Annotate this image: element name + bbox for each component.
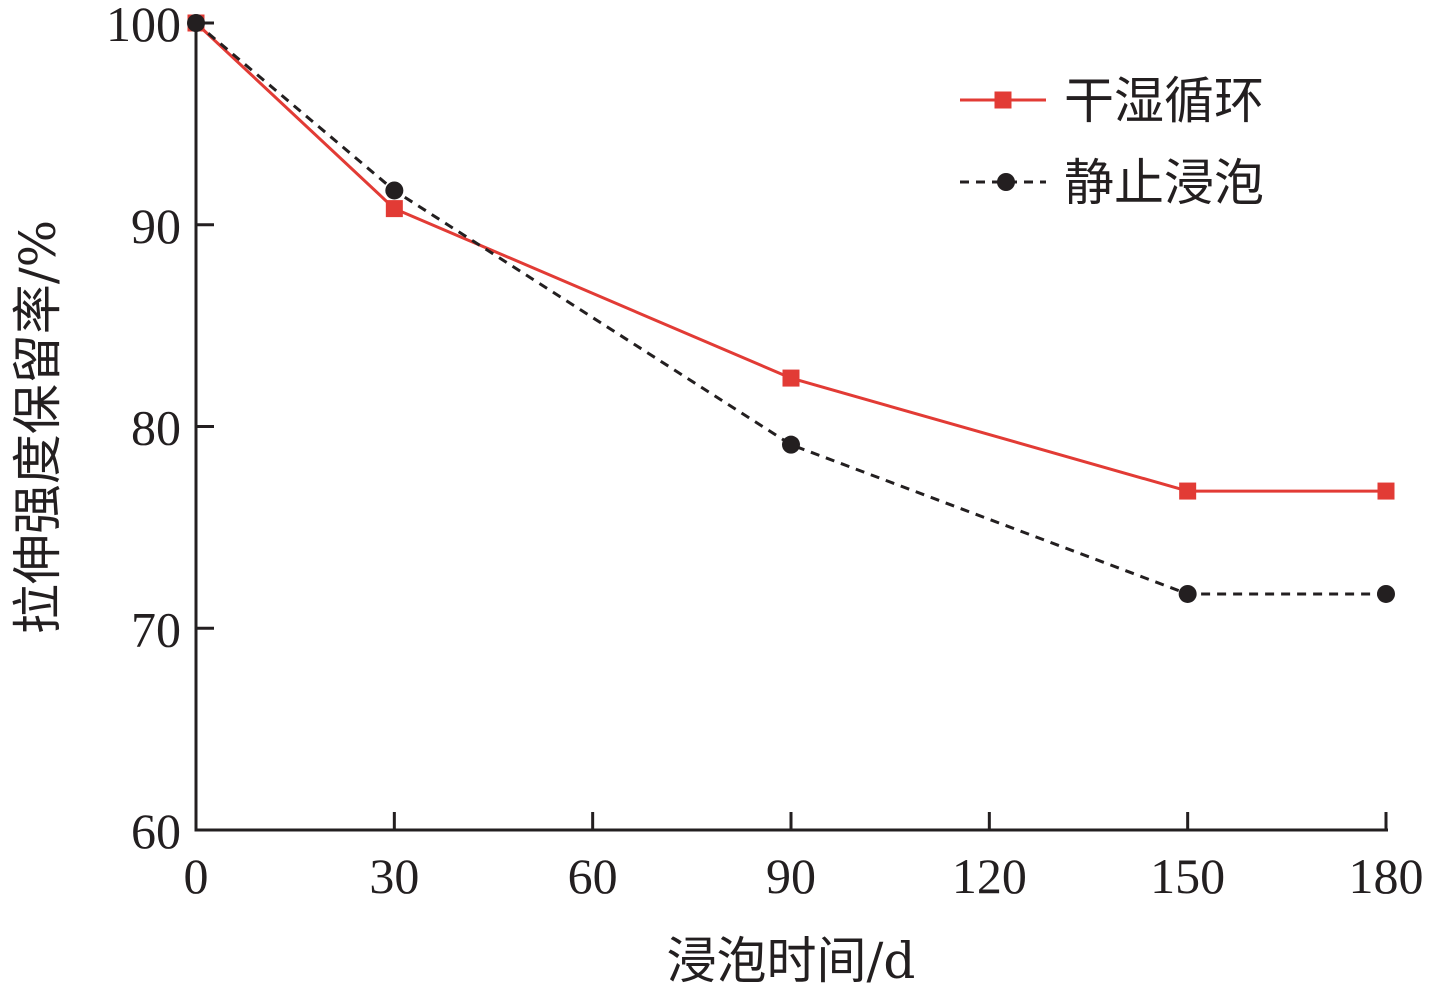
data-point-circle <box>782 435 800 454</box>
x-tick-label: 150 <box>1150 848 1225 904</box>
y-tick-label: 90 <box>131 198 181 254</box>
x-axis-title: 浸泡时间/d <box>667 932 916 990</box>
legend-marker-circle <box>997 173 1015 191</box>
y-tick-label: 80 <box>131 400 181 456</box>
data-point-square <box>385 200 403 218</box>
legend-item-2: 静止浸泡 <box>960 154 1264 212</box>
axes: 0 30 60 90 120 150 180 60 70 80 90 100 <box>106 0 1424 904</box>
legend-label: 静止浸泡 <box>1064 154 1264 212</box>
data-point-circle <box>1377 584 1395 603</box>
y-tick-label: 100 <box>106 0 181 52</box>
x-tick-label: 30 <box>369 848 419 904</box>
x-tick-label: 180 <box>1349 848 1424 904</box>
x-tick-label: 60 <box>568 848 618 904</box>
y-axis-title: 拉伸强度保留率/% <box>9 220 67 634</box>
legend-label: 干湿循环 <box>1064 72 1264 130</box>
data-point-circle <box>187 14 205 32</box>
series-line <box>195 21 1386 596</box>
series-2 <box>187 14 1395 603</box>
data-point-circle <box>1178 584 1197 603</box>
data-point-square <box>1179 482 1197 500</box>
x-tick-label: 120 <box>952 848 1027 904</box>
series-layer <box>187 14 1395 603</box>
x-tick-label: 0 <box>184 848 209 904</box>
data-point-square <box>782 369 800 387</box>
legend-marker-square <box>994 91 1012 109</box>
x-tick-label: 90 <box>766 848 816 904</box>
data-point-circle <box>385 181 404 200</box>
data-point-square <box>1377 482 1395 500</box>
y-tick-label: 70 <box>131 601 181 657</box>
y-tick-label: 60 <box>131 803 181 859</box>
legend-item-1: 干湿循环 <box>960 72 1264 130</box>
